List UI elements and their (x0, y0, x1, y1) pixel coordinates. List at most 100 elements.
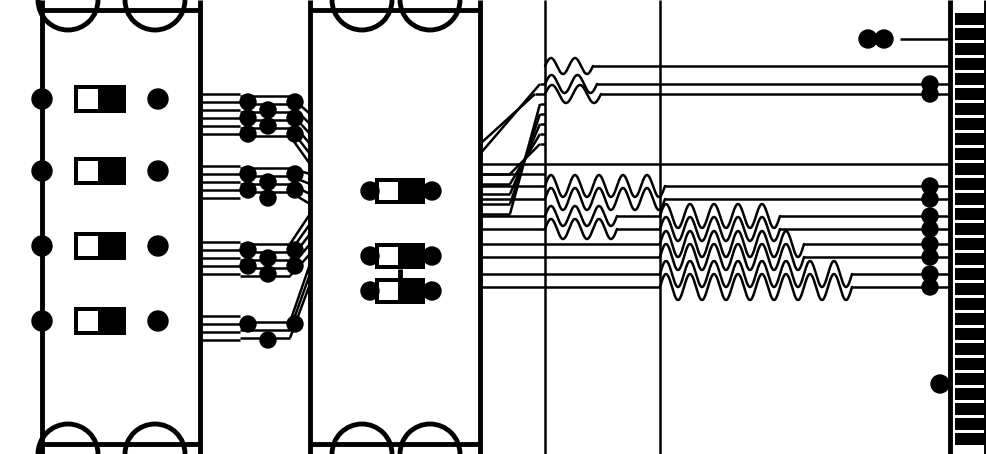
Bar (398, 282, 419, 300)
Bar (955, 238, 986, 250)
Bar (379, 247, 398, 265)
Circle shape (148, 311, 168, 331)
Circle shape (423, 247, 441, 265)
Bar (955, 283, 986, 295)
Bar (74, 232, 126, 260)
Circle shape (859, 30, 877, 48)
Circle shape (260, 102, 276, 118)
Bar (375, 278, 425, 304)
Bar (398, 247, 419, 265)
Circle shape (361, 182, 379, 200)
Bar (74, 157, 126, 185)
Bar (955, 403, 986, 415)
Circle shape (922, 221, 938, 237)
Circle shape (260, 174, 276, 190)
Circle shape (240, 242, 256, 258)
Circle shape (260, 190, 276, 206)
Circle shape (240, 166, 256, 182)
Circle shape (240, 126, 256, 142)
Circle shape (361, 282, 379, 300)
Circle shape (148, 161, 168, 181)
Bar (381, 186, 394, 198)
Bar (955, 28, 986, 40)
Bar (955, 388, 986, 400)
Bar (955, 268, 986, 280)
Bar (955, 73, 986, 85)
Bar (955, 298, 986, 310)
Bar (98, 236, 120, 256)
Bar (955, 208, 986, 220)
Bar (955, 58, 986, 70)
Bar (955, 223, 986, 235)
Bar (955, 13, 986, 25)
Bar (80, 240, 94, 254)
Bar (381, 286, 394, 298)
Circle shape (148, 89, 168, 109)
Bar (955, 118, 986, 130)
Circle shape (922, 266, 938, 282)
Bar (78, 161, 98, 181)
Circle shape (423, 282, 441, 300)
Circle shape (423, 182, 441, 200)
Circle shape (922, 208, 938, 224)
Bar (80, 165, 94, 179)
Circle shape (260, 250, 276, 266)
Circle shape (287, 242, 303, 258)
Bar (955, 133, 986, 145)
Bar (78, 311, 98, 331)
Circle shape (922, 236, 938, 252)
Bar (78, 89, 98, 109)
Bar (98, 89, 120, 109)
Bar (398, 182, 419, 200)
Circle shape (240, 110, 256, 126)
Circle shape (922, 86, 938, 102)
Circle shape (287, 110, 303, 126)
Bar (955, 103, 986, 115)
Circle shape (148, 236, 168, 256)
Bar (379, 182, 398, 200)
Circle shape (240, 94, 256, 110)
Circle shape (240, 316, 256, 332)
Circle shape (875, 30, 893, 48)
Bar (955, 433, 986, 445)
Bar (98, 311, 120, 331)
Circle shape (287, 316, 303, 332)
Bar (955, 88, 986, 100)
Circle shape (287, 182, 303, 198)
Circle shape (240, 258, 256, 274)
Bar (955, 148, 986, 160)
Bar (955, 373, 986, 385)
Circle shape (922, 279, 938, 295)
Circle shape (32, 311, 52, 331)
Bar (955, 343, 986, 355)
Circle shape (287, 94, 303, 110)
Bar (78, 236, 98, 256)
Bar (955, 163, 986, 175)
Circle shape (922, 249, 938, 265)
Circle shape (287, 126, 303, 142)
Circle shape (922, 76, 938, 92)
Bar (955, 313, 986, 325)
Circle shape (260, 118, 276, 134)
Circle shape (922, 191, 938, 207)
Bar (955, 193, 986, 205)
Circle shape (260, 266, 276, 282)
Circle shape (32, 89, 52, 109)
Circle shape (240, 182, 256, 198)
Circle shape (931, 375, 949, 393)
Bar (375, 243, 425, 269)
Circle shape (32, 236, 52, 256)
Bar (955, 43, 986, 55)
Bar (74, 307, 126, 335)
Bar (379, 282, 398, 300)
Bar (98, 161, 120, 181)
Circle shape (922, 178, 938, 194)
Bar (955, 253, 986, 265)
Bar (955, 328, 986, 340)
Bar (74, 85, 126, 113)
Bar (955, 358, 986, 370)
Bar (80, 93, 94, 107)
Circle shape (287, 258, 303, 274)
Bar (375, 178, 425, 204)
Circle shape (32, 161, 52, 181)
